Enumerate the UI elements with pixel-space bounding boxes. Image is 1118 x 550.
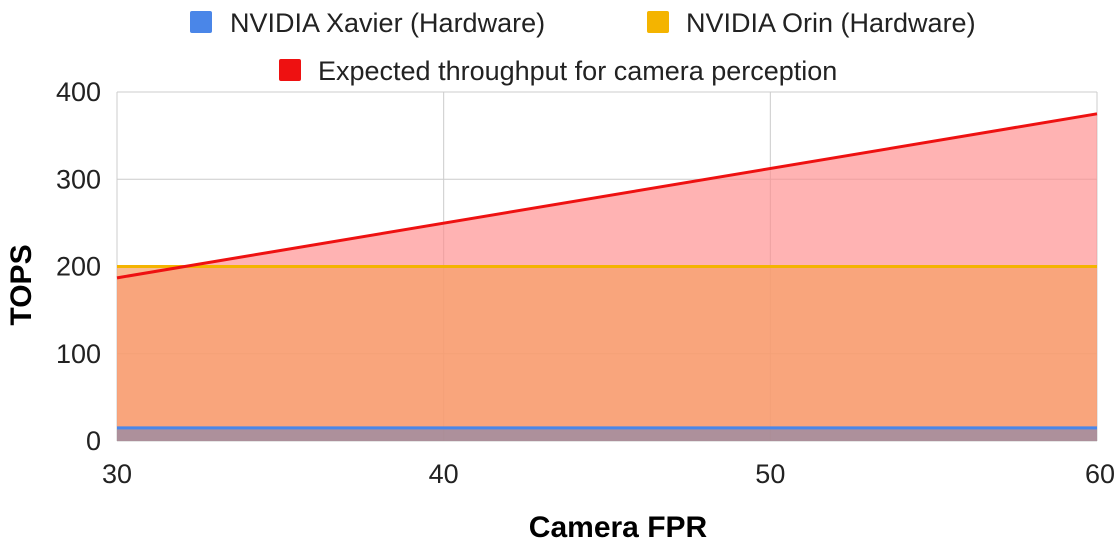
y-tick-label-0: 0 bbox=[86, 426, 101, 456]
area-series-1 bbox=[117, 266, 1097, 441]
x-tick-label-60: 60 bbox=[1085, 459, 1115, 489]
legend-swatch-2 bbox=[279, 59, 301, 81]
y-tick-label-200: 200 bbox=[56, 252, 101, 282]
y-axis-ticks: 0 100 200 300 400 bbox=[56, 77, 101, 456]
x-axis-ticks: 30 40 50 60 bbox=[102, 459, 1115, 489]
y-tick-label-400: 400 bbox=[56, 77, 101, 107]
y-axis-title: TOPS bbox=[5, 244, 38, 325]
x-tick-label-50: 50 bbox=[755, 459, 785, 489]
area-series-0 bbox=[117, 427, 1097, 441]
x-tick-label-40: 40 bbox=[429, 459, 459, 489]
legend-swatch-1 bbox=[647, 11, 669, 33]
y-tick-label-100: 100 bbox=[56, 339, 101, 369]
line-series-2 bbox=[116, 112, 1098, 280]
x-tick-label-30: 30 bbox=[102, 459, 132, 489]
legend-label-2: Expected throughput for camera perceptio… bbox=[318, 56, 837, 86]
legend: NVIDIA Xavier (Hardware) NVIDIA Orin (Har… bbox=[190, 8, 976, 86]
x-axis-title: Camera FPR bbox=[529, 511, 708, 544]
series-areas bbox=[117, 113, 1097, 441]
legend-label-1: NVIDIA Orin (Hardware) bbox=[686, 8, 976, 38]
y-tick-label-300: 300 bbox=[56, 164, 101, 194]
series-lines bbox=[116, 112, 1098, 430]
legend-swatch-0 bbox=[190, 11, 212, 33]
legend-label-0: NVIDIA Xavier (Hardware) bbox=[230, 8, 545, 38]
